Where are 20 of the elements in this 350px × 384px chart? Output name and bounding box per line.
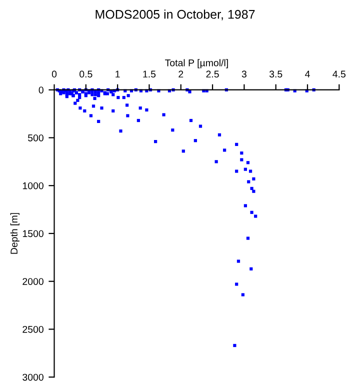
- x-tick-label: 3.5: [269, 70, 282, 78]
- y-tick-label: 0: [38, 86, 44, 94]
- chart-title: MODS2005 in October, 1987: [96, 10, 255, 20]
- y-tick-label: 2000: [22, 278, 44, 285]
- x-tick-label: 0: [52, 70, 57, 78]
- x-tick-label: 0.5: [80, 70, 92, 78]
- y-tick-label: 1000: [22, 182, 44, 190]
- y-axis-title: Depth [m]: [10, 213, 20, 254]
- y-tick-label: 1500: [22, 230, 44, 238]
- y-tick-label: 500: [28, 134, 44, 142]
- x-tick-label: 2: [178, 70, 184, 78]
- x-tick-label: 1.5: [143, 70, 156, 78]
- x-tick-label: 2.5: [206, 70, 219, 78]
- x-tick-label: 1: [116, 70, 120, 78]
- y-tick-label: 3000: [22, 374, 44, 381]
- y-tick-label: 2500: [22, 326, 44, 333]
- x-tick-label: 3: [242, 70, 246, 78]
- x-tick-label: 4: [305, 70, 310, 78]
- x-axis-title: Total P [µmol/l]: [165, 59, 228, 68]
- x-tick-label: 4.5: [332, 70, 346, 78]
